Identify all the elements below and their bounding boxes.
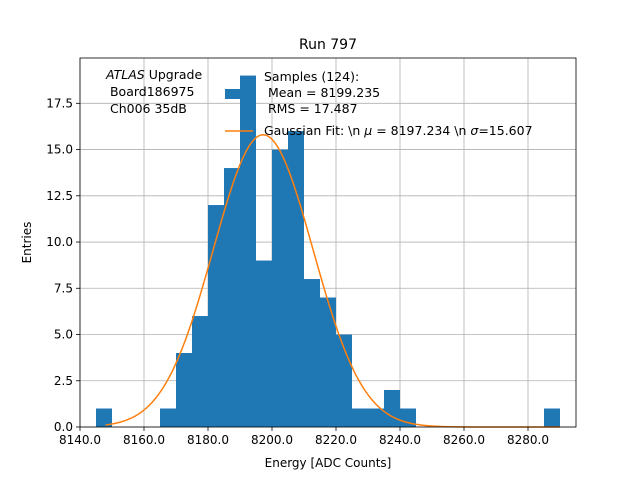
x-tick-label: 8280.0 xyxy=(507,433,549,447)
histogram-bar xyxy=(256,260,272,427)
histogram-bar xyxy=(544,408,560,427)
chart-title: Run 797 xyxy=(299,37,357,53)
annotation-line-2: Board186975 xyxy=(106,84,194,99)
y-axis-label: Entries xyxy=(20,222,34,264)
x-axis-ticks: 8140.0 8160.0 8180.0 8200.0 8220.0 8240.0 8260… xyxy=(59,427,549,447)
x-axis-label: Energy [ADC Counts] xyxy=(265,456,392,470)
y-tick-label: 15.0 xyxy=(46,143,73,157)
atlas-annotation: ATLAS Upgrade Board186975 Ch006 35dB xyxy=(105,67,202,116)
x-tick-label: 8160.0 xyxy=(123,433,165,447)
histogram-bar xyxy=(192,316,208,427)
histogram-bar xyxy=(304,279,320,427)
x-tick-label: 8180.0 xyxy=(187,433,229,447)
histogram-bar xyxy=(320,297,336,427)
x-tick-label: 8220.0 xyxy=(315,433,357,447)
histogram-bar xyxy=(224,168,240,428)
legend-samples-line-3: RMS = 17.487 xyxy=(264,101,358,116)
y-tick-label: 5.0 xyxy=(54,328,73,342)
grid-lines xyxy=(79,58,576,428)
x-tick-label: 8260.0 xyxy=(443,433,485,447)
y-tick-label: 2.5 xyxy=(54,374,73,388)
plot-frame xyxy=(79,57,577,428)
histogram-bar xyxy=(96,408,112,427)
histogram-bar xyxy=(208,205,224,427)
histogram-bar xyxy=(240,75,256,428)
legend-fit-label: Gaussian Fit: \n μ = 8197.234 \n σ=15.60… xyxy=(264,123,533,138)
y-tick-label: 7.5 xyxy=(54,281,73,295)
histogram-bars xyxy=(96,75,560,428)
x-tick-label: 8140.0 xyxy=(59,433,101,447)
y-tick-label: 10.0 xyxy=(46,235,73,249)
histogram-bar xyxy=(160,408,176,427)
y-axis-ticks: 0.0 2.5 5.0 7.5 10.0 12.5 15.0 17.5 xyxy=(46,96,80,434)
y-tick-label: 17.5 xyxy=(46,96,73,110)
histogram-bar xyxy=(176,353,192,427)
annotation-line-1: ATLAS Upgrade xyxy=(105,67,202,82)
legend-samples-swatch xyxy=(225,89,253,99)
histogram-bar xyxy=(368,408,384,427)
histogram-bar xyxy=(400,408,416,427)
y-tick-label: 12.5 xyxy=(46,189,73,203)
legend-samples-line-2: Mean = 8199.235 xyxy=(264,85,380,100)
legend: Samples (124): Mean = 8199.235 RMS = 17.… xyxy=(225,69,533,138)
x-tick-label: 8240.0 xyxy=(379,433,421,447)
histogram-bar xyxy=(272,149,288,427)
histogram-bar xyxy=(384,390,400,427)
legend-samples-line-1: Samples (124): xyxy=(264,69,359,84)
y-tick-label: 0.0 xyxy=(54,420,73,434)
annotation-line-3: Ch006 35dB xyxy=(106,101,187,116)
x-tick-label: 8200.0 xyxy=(251,433,293,447)
histogram-bar xyxy=(352,408,368,427)
